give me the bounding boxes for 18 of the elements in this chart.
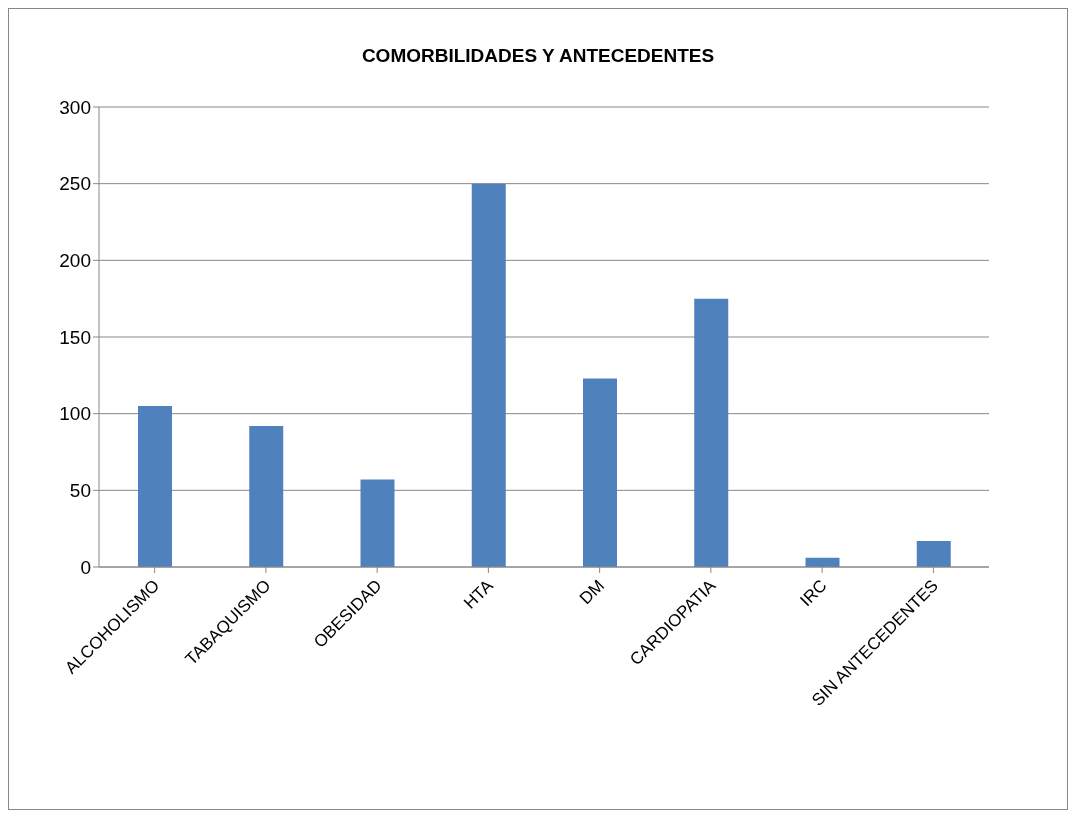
y-tick-label: 250 (59, 173, 91, 195)
bar (694, 298, 729, 567)
y-tick-label: 100 (59, 403, 91, 425)
x-tick-label: DM (575, 576, 609, 609)
y-tick-label: 150 (59, 326, 91, 348)
x-tick-label: IRC (796, 576, 831, 611)
x-tick-label: HTA (460, 575, 498, 613)
bar (583, 378, 617, 567)
bar (471, 183, 506, 567)
bar (138, 406, 172, 567)
chart-title: COMORBILIDADES Y ANTECEDENTES (360, 44, 716, 67)
bar (916, 540, 951, 567)
y-tick-label: 300 (59, 96, 91, 118)
y-tick-label: 0 (80, 556, 91, 578)
bar (249, 425, 284, 567)
y-tick-label: 50 (69, 480, 91, 502)
bar (360, 479, 395, 567)
y-tick-label: 200 (59, 250, 91, 272)
